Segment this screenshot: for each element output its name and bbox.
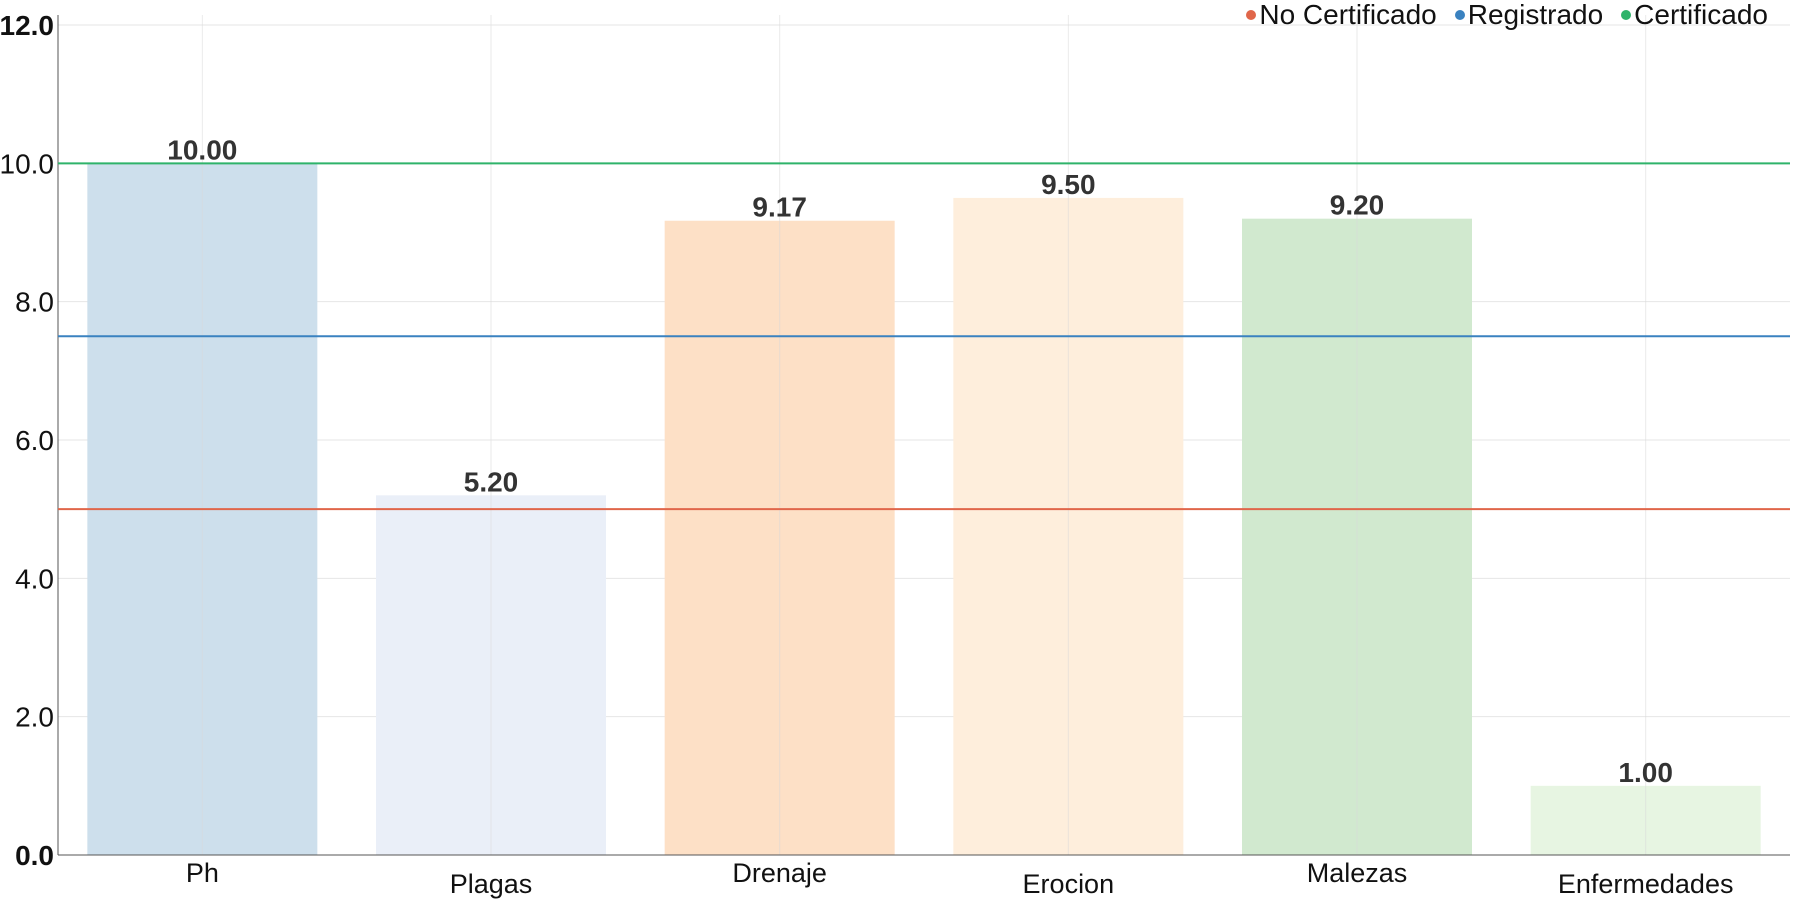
legend: No Certificado Registrado Certificado xyxy=(1246,0,1768,30)
x-tick-label: Drenaje xyxy=(732,858,827,888)
x-tick-label: Erocion xyxy=(1023,869,1115,899)
x-tick-label: Ph xyxy=(186,858,219,888)
legend-item-registrado[interactable]: Registrado xyxy=(1454,0,1604,31)
x-tick-label: Plagas xyxy=(450,869,533,899)
data-label: 5.20 xyxy=(464,466,519,497)
y-tick-label: 6.0 xyxy=(15,425,54,456)
data-label: 9.17 xyxy=(752,192,807,223)
legend-dot-icon xyxy=(1246,10,1257,20)
y-tick-label: 0.0 xyxy=(15,840,54,871)
legend-label: No Certificado xyxy=(1259,0,1437,30)
data-label: 1.00 xyxy=(1618,757,1673,788)
legend-item-no-certificado[interactable]: No Certificado xyxy=(1246,0,1437,31)
x-tick-label: Malezas xyxy=(1307,858,1408,888)
legend-item-certificado[interactable]: Certificado xyxy=(1621,0,1768,31)
x-tick-label: Enfermedades xyxy=(1558,869,1734,899)
y-tick-label: 8.0 xyxy=(15,287,54,318)
data-label: 9.50 xyxy=(1041,169,1096,200)
y-tick-label: 12.0 xyxy=(0,10,54,41)
y-tick-label: 10.0 xyxy=(0,148,54,179)
legend-dot-icon xyxy=(1621,10,1632,20)
data-label: 9.20 xyxy=(1330,190,1385,221)
y-tick-label: 2.0 xyxy=(15,702,54,733)
legend-label: Registrado xyxy=(1467,0,1604,30)
legend-dot-icon xyxy=(1454,10,1465,20)
y-tick-label: 4.0 xyxy=(15,563,54,594)
legend-label: Certificado xyxy=(1634,0,1768,30)
data-label: 10.00 xyxy=(167,134,237,165)
